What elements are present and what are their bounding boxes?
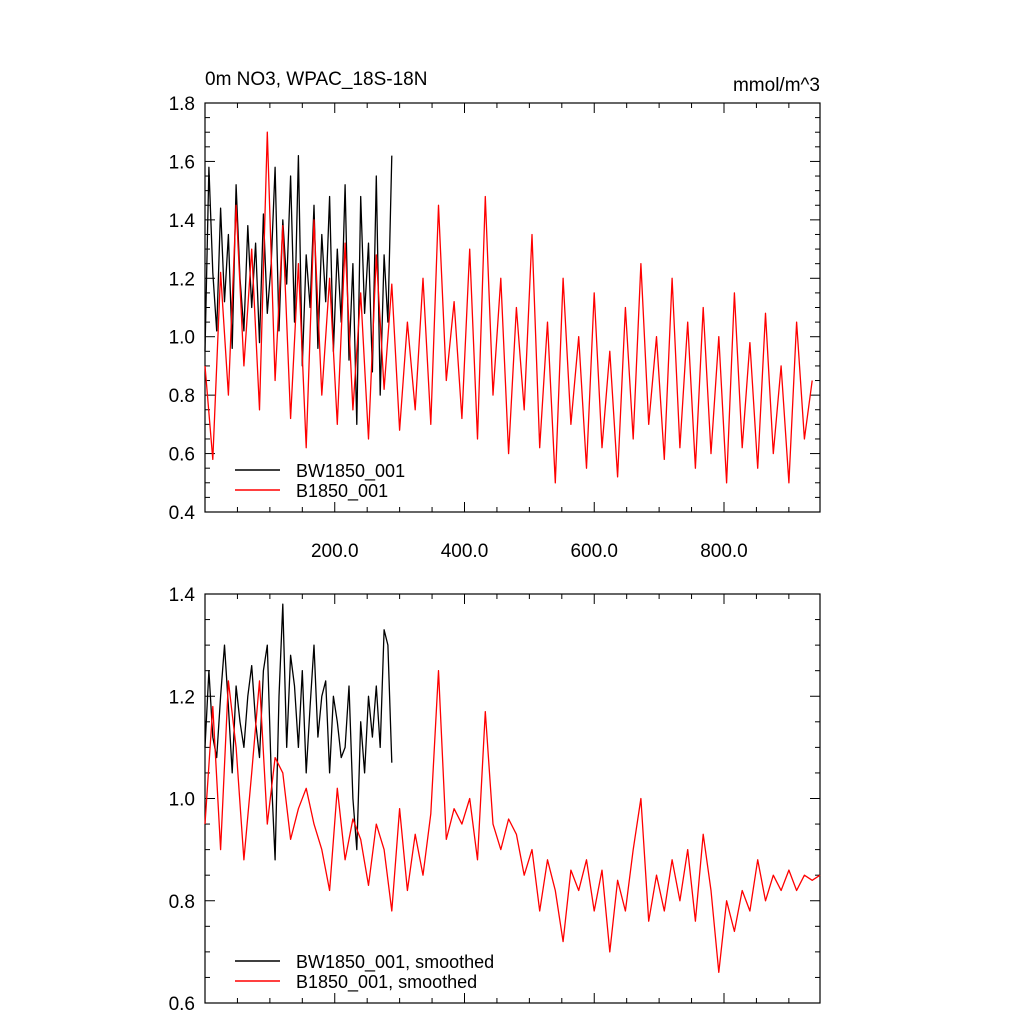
legend-label: BW1850_001 xyxy=(296,461,405,482)
y-tick-label: 1.2 xyxy=(169,269,195,290)
y-tick-label: 0.4 xyxy=(169,503,196,524)
legend-label: B1850_001 xyxy=(296,481,388,502)
y-tick-label: 0.6 xyxy=(169,994,195,1015)
y-tick-label: 1.6 xyxy=(169,152,195,173)
series-line-bw1850-001-smoothed xyxy=(204,603,393,861)
legend-label: BW1850_001, smoothed xyxy=(296,952,494,973)
series-line-b1850-001 xyxy=(204,131,813,484)
y-tick-label: 1.8 xyxy=(169,94,195,115)
y-tick-label: 0.6 xyxy=(169,445,195,466)
y-tick-label: 1.4 xyxy=(169,585,196,606)
x-tick-label: 600.0 xyxy=(570,541,618,562)
series-line-b1850-001-smoothed xyxy=(204,670,821,973)
y-tick-label: 1.0 xyxy=(169,328,195,349)
x-tick-label: 400.0 xyxy=(441,541,489,562)
series-line-bw1850-001 xyxy=(204,154,393,426)
legend-label: B1850_001, smoothed xyxy=(296,972,477,993)
plot-frame xyxy=(204,593,821,1004)
top-panel: 0.4 0.6 0.8 1.0 1.2 1.4 1.6 1.8 200.0 400.0 600.0 8… xyxy=(169,69,821,562)
y-tick-label: 1.0 xyxy=(169,790,195,811)
y-tick-label: 1.4 xyxy=(169,211,196,232)
y-tick-label: 0.8 xyxy=(169,892,195,913)
bottom-panel: 0.6 0.8 1.0 1.2 1.4 BW1850_001, smoothedB1850… xyxy=(169,585,821,1015)
y-tick-label: 0.8 xyxy=(169,386,195,407)
x-tick-label: 200.0 xyxy=(311,541,359,562)
y-tick-label: 1.2 xyxy=(169,687,195,708)
chart-title: 0m NO3, WPAC_18S-18N xyxy=(205,69,427,90)
x-tick-label: 800.0 xyxy=(700,541,748,562)
units-label: mmol/m^3 xyxy=(733,75,820,96)
